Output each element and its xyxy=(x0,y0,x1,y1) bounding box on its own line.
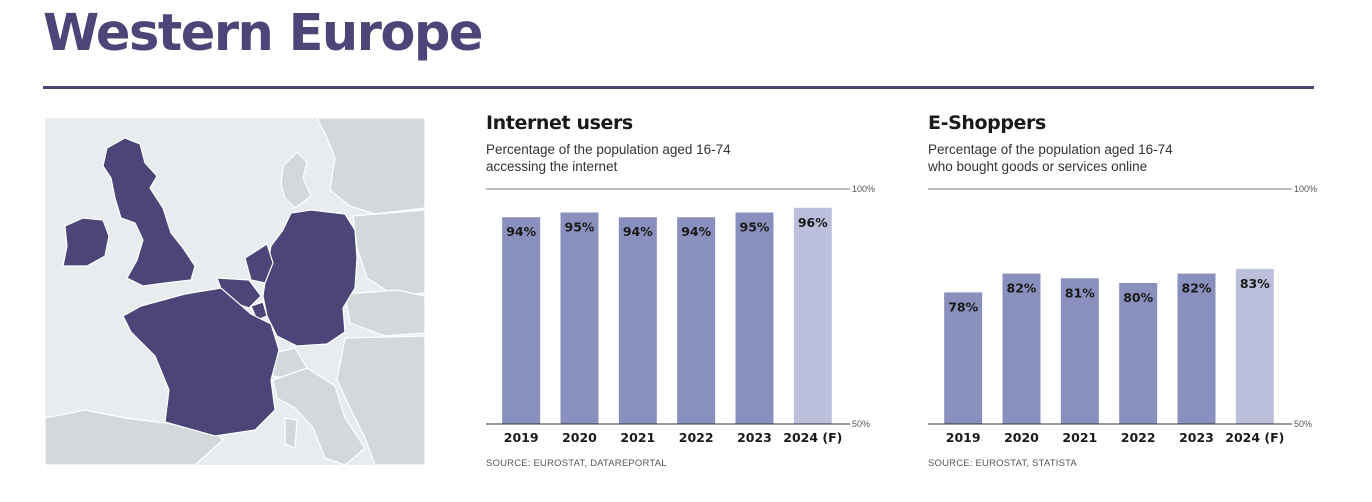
x-tick-label: 2023 xyxy=(1179,430,1214,445)
e-shoppers-chart: E-Shoppers Percentage of the population … xyxy=(928,112,1348,482)
bar-value-label: 81% xyxy=(1065,285,1095,300)
bar xyxy=(735,212,774,424)
x-tick-label: 2024 (F) xyxy=(783,430,842,445)
bar xyxy=(1060,278,1099,424)
chart-source: SOURCE: EUROSTAT, DATAREPORTAL xyxy=(486,458,667,469)
bar xyxy=(1235,268,1274,424)
chart-source: SOURCE: EUROSTAT, STATISTA xyxy=(928,458,1077,469)
bar-value-label: 82% xyxy=(1182,281,1212,296)
bar-value-label: 96% xyxy=(798,215,828,230)
map-corsica-sardinia xyxy=(284,417,298,449)
bar xyxy=(1002,273,1041,424)
x-tick-label: 2022 xyxy=(679,430,714,445)
y-tick-label: 50% xyxy=(852,419,870,429)
bar-value-label: 95% xyxy=(740,220,770,235)
chart-subtitle-line: who bought goods or services online xyxy=(928,159,1148,174)
x-tick-label: 2021 xyxy=(620,430,655,445)
map-france xyxy=(122,287,280,437)
chart-subtitle-line: Percentage of the population aged 16-74 xyxy=(928,142,1173,157)
bar xyxy=(1119,283,1158,424)
bar-value-label: 94% xyxy=(681,224,711,239)
page-title: Western Europe xyxy=(43,4,484,63)
bar-value-label: 78% xyxy=(948,299,978,314)
x-tick-label: 2022 xyxy=(1121,430,1156,445)
map-ireland xyxy=(62,217,110,267)
bar xyxy=(677,217,716,424)
chart-subtitle: Percentage of the population aged 16-74 … xyxy=(486,141,826,175)
map-netherlands xyxy=(244,243,274,284)
bar-value-label: 83% xyxy=(1240,276,1270,291)
bar xyxy=(618,217,657,424)
bar xyxy=(502,217,541,424)
western-europe-map xyxy=(45,118,425,465)
x-tick-label: 2020 xyxy=(562,430,597,445)
bar-value-label: 82% xyxy=(1007,281,1037,296)
bar xyxy=(944,292,983,424)
x-tick-label: 2020 xyxy=(1004,430,1039,445)
chart-plot: 100% 78% 2019 82% 2020 81% 2021 80% 2022 82% 2023 8… xyxy=(928,184,1317,445)
chart-title: Internet users xyxy=(486,112,633,134)
map-highlighted-countries xyxy=(62,137,358,437)
y-tick-label: 50% xyxy=(1294,419,1312,429)
map-denmark xyxy=(280,151,312,209)
internet-users-chart: Internet users Percentage of the populat… xyxy=(486,112,906,482)
x-tick-label: 2019 xyxy=(946,430,981,445)
title-divider xyxy=(43,86,1314,89)
x-tick-label: 2023 xyxy=(737,430,772,445)
chart-subtitle-line: Percentage of the population aged 16-74 xyxy=(486,142,731,157)
map-scandinavia xyxy=(316,118,425,215)
bar xyxy=(793,207,832,424)
map-central-europe xyxy=(344,289,425,337)
y-tick-label: 100% xyxy=(1294,184,1317,194)
x-tick-label: 2021 xyxy=(1062,430,1097,445)
bar xyxy=(560,212,599,424)
chart-title: E-Shoppers xyxy=(928,112,1046,134)
chart-plot: 100% 94% 2019 95% 2020 94% 2021 94% 2022 95% 2023 9… xyxy=(486,184,875,445)
x-tick-label: 2019 xyxy=(504,430,539,445)
map-italy xyxy=(272,367,366,465)
bar xyxy=(1177,273,1216,424)
chart-subtitle: Percentage of the population aged 16-74 … xyxy=(928,141,1268,175)
y-tick-label: 100% xyxy=(852,184,875,194)
map-balkans xyxy=(336,335,425,465)
bar-value-label: 95% xyxy=(565,220,595,235)
x-tick-label: 2024 (F) xyxy=(1225,430,1284,445)
map-united-kingdom xyxy=(102,137,196,287)
bar-value-label: 94% xyxy=(506,224,536,239)
map-other-countries xyxy=(45,118,425,465)
bar-value-label: 80% xyxy=(1123,290,1153,305)
chart-subtitle-line: accessing the internet xyxy=(486,159,618,174)
bar-value-label: 94% xyxy=(623,224,653,239)
